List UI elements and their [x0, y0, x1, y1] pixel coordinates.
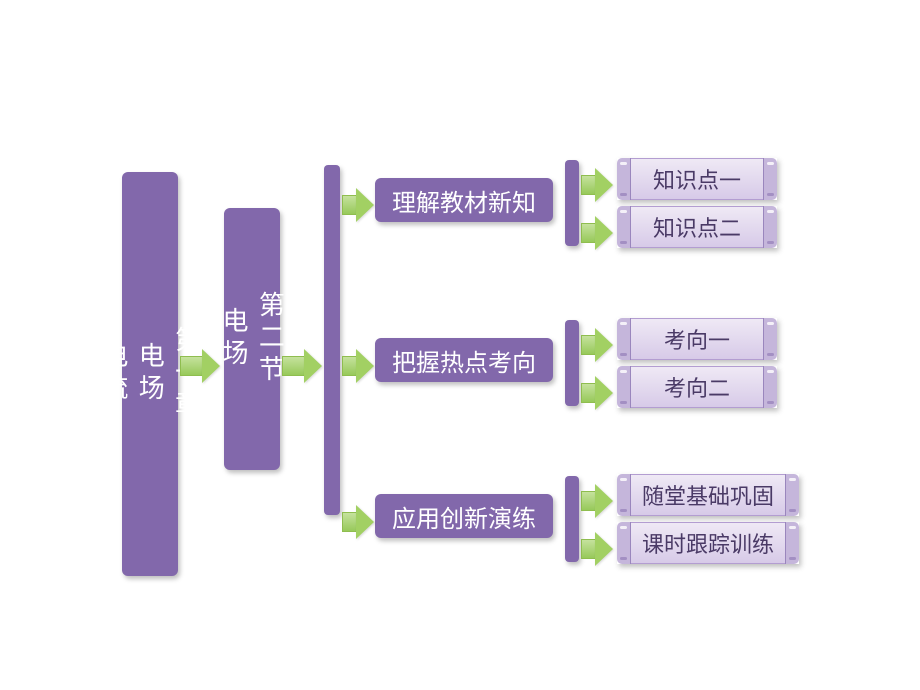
- scroll-cap-icon: [617, 522, 631, 564]
- leaf-label: 知识点一: [631, 158, 763, 200]
- arrow-icon: [581, 484, 613, 518]
- scroll-cap-icon: [617, 474, 631, 516]
- topic-understand-bar: [565, 160, 579, 246]
- arrow-icon: [342, 505, 374, 539]
- arrow-icon: [581, 532, 613, 566]
- arrow-icon: [581, 168, 613, 202]
- leaf-direction-2: 考向二: [617, 366, 777, 408]
- scroll-cap-icon: [617, 318, 631, 360]
- arrow-icon: [581, 216, 613, 250]
- scroll-cap-icon: [617, 206, 631, 248]
- topic-hotspot-bar: [565, 320, 579, 406]
- arrow-icon: [342, 349, 374, 383]
- scroll-cap-icon: [785, 474, 799, 516]
- section-box: 第二节 电场: [224, 208, 280, 470]
- topic-practice: 应用创新演练: [375, 494, 553, 538]
- arrow-icon: [581, 328, 613, 362]
- scroll-cap-icon: [617, 366, 631, 408]
- section-label: 第二节 电场: [216, 291, 289, 387]
- topic-hotspot: 把握热点考向: [375, 338, 553, 382]
- topic-practice-bar: [565, 476, 579, 562]
- scroll-cap-icon: [617, 158, 631, 200]
- leaf-label: 随堂基础巩固: [631, 474, 785, 516]
- scroll-cap-icon: [763, 206, 777, 248]
- arrow-icon: [180, 349, 220, 383]
- scroll-cap-icon: [763, 158, 777, 200]
- scroll-cap-icon: [763, 366, 777, 408]
- topic-understand: 理解教材新知: [375, 178, 553, 222]
- leaf-tracking: 课时跟踪训练: [617, 522, 799, 564]
- leaf-direction-1: 考向一: [617, 318, 777, 360]
- topic-hotspot-label: 把握热点考向: [392, 343, 536, 378]
- scroll-cap-icon: [785, 522, 799, 564]
- arrow-icon: [282, 349, 322, 383]
- leaf-consolidate: 随堂基础巩固: [617, 474, 799, 516]
- leaf-label: 考向一: [631, 318, 763, 360]
- leaf-label: 考向二: [631, 366, 763, 408]
- connector-bar-main: [324, 165, 340, 515]
- arrow-icon: [581, 376, 613, 410]
- diagram-root: 第一章 电场 电流 第二节 电场 理解教材新知 把握热点考向 应用创新演练 知识…: [0, 0, 920, 690]
- leaf-label: 知识点二: [631, 206, 763, 248]
- chapter-box: 第一章 电场 电流: [122, 172, 178, 576]
- leaf-knowledge-1: 知识点一: [617, 158, 777, 200]
- leaf-label: 课时跟踪训练: [631, 522, 785, 564]
- leaf-knowledge-2: 知识点二: [617, 206, 777, 248]
- topic-understand-label: 理解教材新知: [392, 183, 536, 218]
- scroll-cap-icon: [763, 318, 777, 360]
- topic-practice-label: 应用创新演练: [392, 499, 536, 534]
- arrow-icon: [342, 188, 374, 222]
